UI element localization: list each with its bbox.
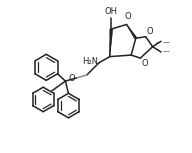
- Text: —: —: [163, 39, 170, 45]
- Polygon shape: [127, 24, 137, 39]
- Polygon shape: [110, 29, 113, 57]
- Text: O: O: [146, 27, 153, 36]
- Text: OH: OH: [105, 7, 118, 16]
- Text: O: O: [141, 59, 148, 68]
- Text: H₂N: H₂N: [82, 57, 98, 66]
- Text: —: —: [163, 48, 170, 54]
- Text: O: O: [68, 74, 75, 83]
- Text: O: O: [124, 12, 131, 21]
- Text: -: -: [155, 39, 158, 45]
